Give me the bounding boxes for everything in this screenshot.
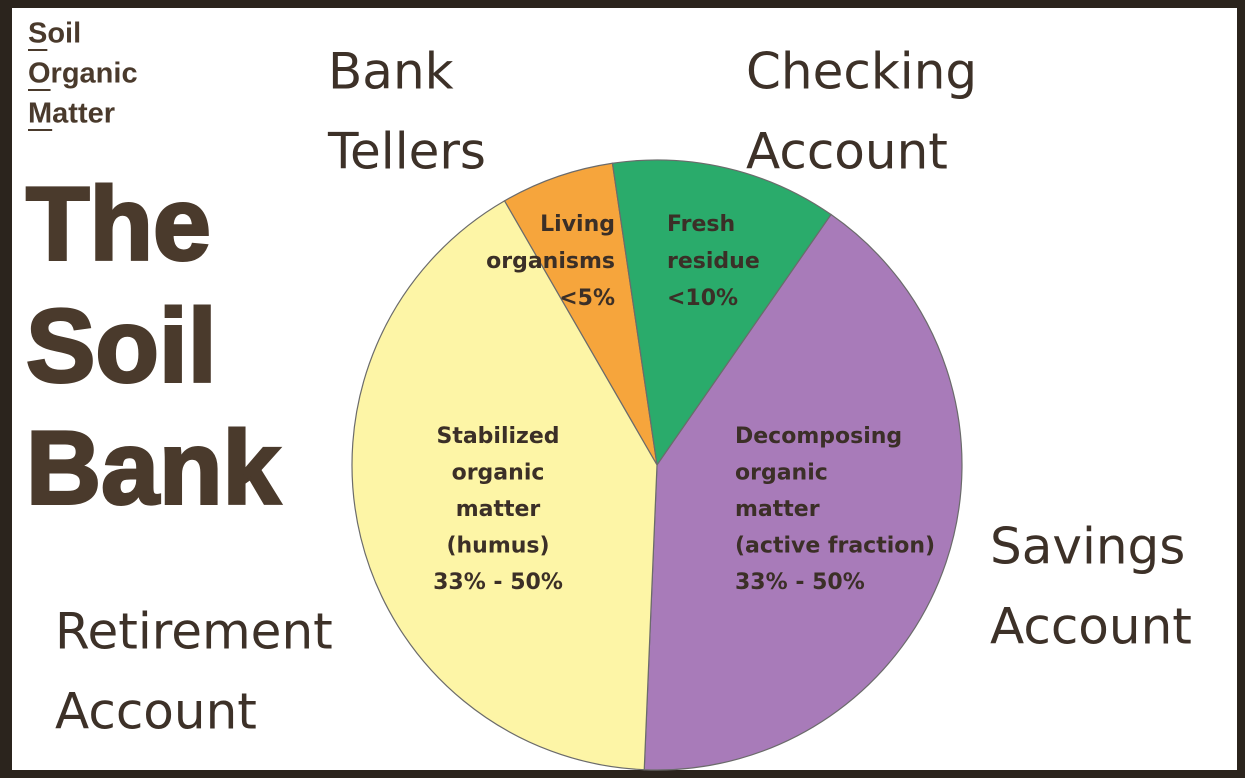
title-line: The [26, 166, 211, 282]
slice-label: (active fraction) [735, 534, 935, 559]
annotation: Account [990, 598, 1192, 656]
slice-label: Decomposing [735, 424, 902, 449]
slice-label: organic [735, 461, 828, 486]
header-line: Matter [28, 98, 115, 130]
slice-label: residue [667, 249, 760, 274]
annotation: Account [55, 683, 257, 741]
pie-slice [643, 213, 963, 771]
slice-label: organisms [486, 249, 615, 274]
title-line: Bank [26, 410, 280, 526]
slice-label: Fresh [667, 212, 735, 237]
slice-label: 33% - 50% [433, 570, 563, 595]
slice-label: matter [456, 497, 541, 522]
annotation: Tellers [327, 123, 486, 181]
header-line: Soil [28, 18, 81, 50]
title-line: Soil [26, 288, 217, 404]
annotation: Account [746, 123, 948, 181]
slice-label: 33% - 50% [735, 570, 865, 595]
header-line: Organic [28, 58, 138, 90]
annotation: Checking [746, 43, 977, 101]
annotation: Savings [990, 518, 1185, 576]
annotation: Bank [328, 43, 454, 101]
slice-label: (humus) [446, 534, 549, 559]
slice-label: organic [452, 461, 545, 486]
slice-label: Stabilized [436, 424, 559, 449]
slice-label: <5% [559, 286, 615, 311]
slice-label: matter [735, 497, 820, 522]
pie-slice [611, 159, 832, 467]
pie-slice [351, 200, 658, 771]
slice-label: <10% [667, 286, 738, 311]
annotation: Retirement [55, 603, 333, 661]
slice-label: Living [540, 212, 615, 237]
